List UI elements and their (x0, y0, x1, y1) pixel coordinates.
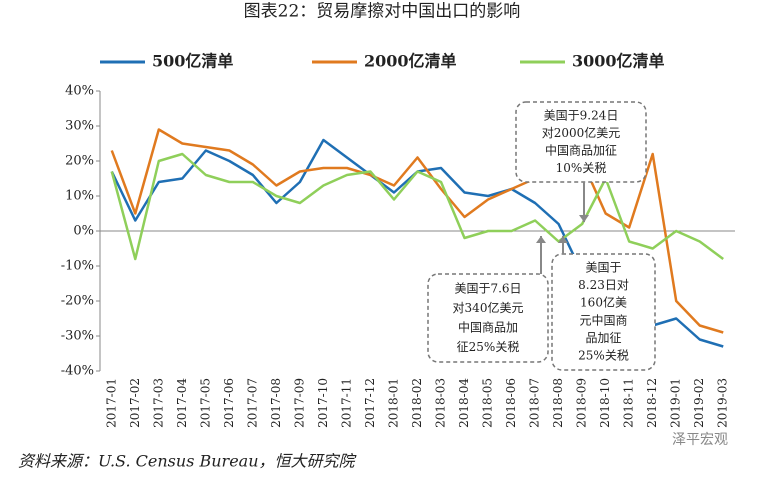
annotation-box (515, 101, 647, 183)
x-tick-label: 2018-05 (481, 378, 495, 428)
x-tick-label: 2018-09 (575, 378, 589, 428)
x-tick-label: 2019-03 (716, 378, 730, 428)
annotation-text: 对340亿美元 (453, 300, 524, 315)
x-tick-label: 2017-06 (222, 378, 236, 428)
x-tick-label: 2017-07 (245, 378, 259, 428)
annotation-box (427, 273, 549, 363)
x-tick-label: 2019-01 (669, 378, 683, 428)
x-tick-label: 2019-02 (692, 378, 706, 428)
y-tick-label: 30% (65, 119, 94, 134)
y-tick-label: -20% (61, 294, 94, 309)
arrow-head (579, 215, 589, 222)
x-tick-label: 2017-09 (292, 378, 306, 428)
annotation-text: 美国于9.24日 (544, 108, 619, 122)
annotation-text: 品加征 (585, 331, 621, 345)
series-line (110, 152, 724, 261)
x-tick-label: 2018-02 (410, 378, 424, 428)
y-tick-label: 20% (65, 154, 94, 169)
annotation-text: 征25%关税 (457, 340, 520, 354)
annotation-text: 对2000亿美元 (542, 125, 621, 140)
arrow-head (558, 236, 568, 243)
x-tick-label: 2018-10 (598, 378, 612, 428)
x-tick-label: 2018-08 (551, 378, 565, 428)
x-tick-label: 2018-11 (622, 378, 636, 428)
annotation-text: 25%关税 (578, 349, 629, 363)
y-tick-label: 0% (73, 224, 94, 239)
annotation-text: 中国商品加征 (545, 142, 617, 157)
x-tick-label: 2018-04 (457, 378, 471, 428)
legend-label: 2000亿清单 (364, 52, 457, 71)
x-tick-label: 2017-02 (128, 378, 142, 428)
annotation-text: 中国商品加 (458, 319, 518, 334)
y-tick-label: 40% (65, 84, 94, 99)
annotation-box (551, 253, 656, 371)
x-tick-label: 2018-06 (504, 378, 518, 428)
x-tick-label: 2017-01 (104, 378, 118, 428)
annotation-text: 美国于7.6日 (454, 281, 521, 295)
x-tick-label: 2017-12 (363, 378, 377, 428)
x-tick-label: 2018-07 (528, 378, 542, 428)
annotation-text: 160亿美 (580, 295, 627, 310)
x-tick-label: 2018-12 (645, 378, 659, 428)
y-tick-label: 10% (65, 189, 94, 204)
x-tick-label: 2018-01 (386, 378, 400, 428)
chart-title: 图表22：贸易摩擦对中国出口的影响 (244, 2, 521, 22)
y-tick-label: -30% (61, 329, 94, 344)
legend-label: 3000亿清单 (572, 52, 665, 71)
x-tick-label: 2018-03 (434, 378, 448, 428)
source: 资料来源：U.S. Census Bureau，恒大研究院 (18, 452, 358, 471)
x-tick-label: 2017-05 (198, 378, 212, 428)
x-tick-label: 2017-04 (175, 378, 189, 428)
annotation-text: 10%关税 (556, 161, 607, 175)
legend-label: 500亿清单 (152, 52, 233, 71)
annotation-text: 美国于 (585, 260, 621, 274)
x-tick-label: 2017-08 (269, 378, 283, 428)
y-tick-label: -10% (61, 259, 94, 274)
watermark: 泽平宏观 (672, 432, 728, 448)
annotation-text: 元中国商 (579, 312, 627, 327)
y-tick-label: -40% (61, 364, 94, 379)
annotation-text: 8.23日对 (578, 278, 629, 292)
x-tick-label: 2017-10 (316, 378, 330, 428)
arrow-head (536, 236, 546, 243)
x-tick-label: 2017-11 (339, 378, 353, 428)
x-tick-label: 2017-03 (151, 378, 165, 428)
